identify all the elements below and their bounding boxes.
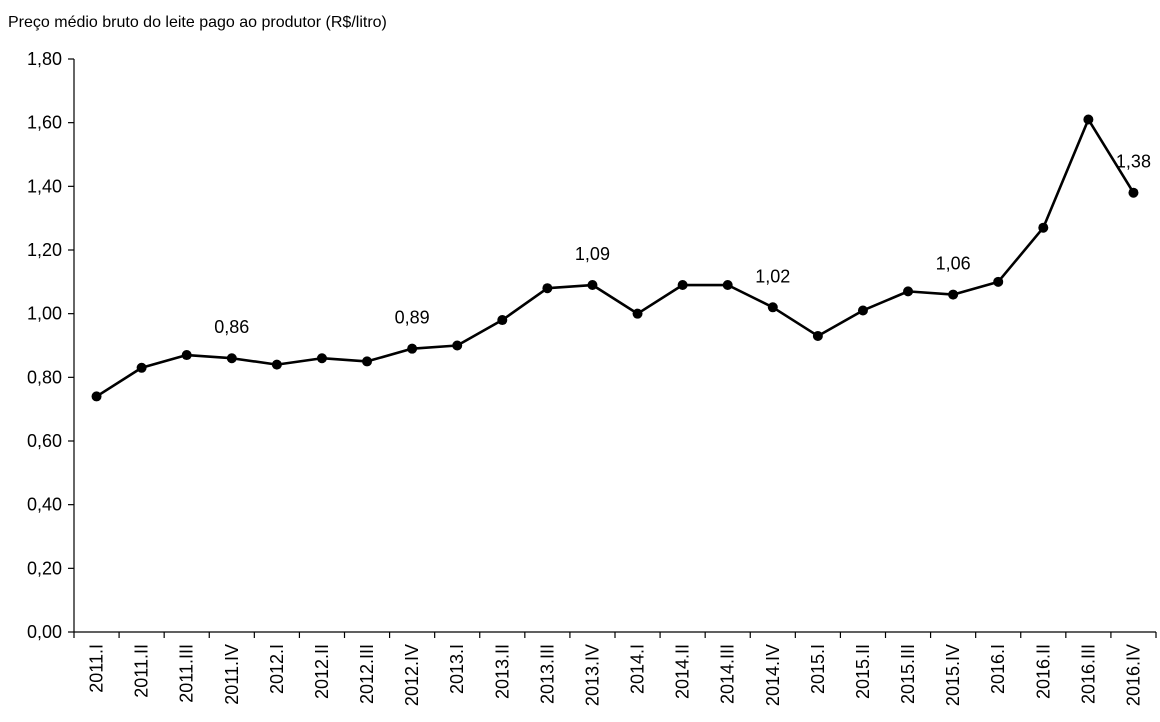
data-point: [1083, 114, 1094, 125]
data-point: [993, 276, 1004, 287]
x-tick-label: 2011.I: [87, 644, 107, 693]
data-label: 0,86: [214, 317, 249, 337]
x-tick-label: 2015.II: [853, 644, 873, 699]
x-tick-label: 2013.III: [537, 644, 557, 704]
data-point: [91, 391, 102, 402]
data-point: [632, 308, 643, 319]
x-tick-label: 2015.III: [898, 644, 918, 704]
x-tick-label: 2016.II: [1033, 644, 1053, 699]
data-point: [812, 330, 823, 341]
data-point: [181, 350, 192, 361]
data-point: [316, 353, 327, 364]
data-point: [948, 289, 959, 300]
data-point: [722, 280, 733, 291]
data-point: [903, 286, 914, 297]
x-tick-label: 2015.IV: [943, 644, 963, 706]
x-tick-label: 2012.II: [312, 644, 332, 699]
data-point: [136, 362, 147, 373]
y-tick-label: 0,80: [27, 367, 62, 387]
y-tick-label: 0,00: [27, 622, 62, 642]
x-tick-label: 2012.IV: [402, 644, 422, 706]
data-point: [542, 283, 553, 294]
x-tick-label: 2013.IV: [582, 644, 602, 706]
x-tick-label: 2011.III: [177, 644, 197, 703]
data-point: [1128, 187, 1139, 198]
x-tick-label: 2016.I: [988, 644, 1008, 694]
y-tick-label: 1,20: [27, 240, 62, 260]
data-label: 1,02: [755, 266, 790, 286]
y-tick-label: 1,60: [27, 113, 62, 133]
y-tick-label: 1,80: [27, 49, 62, 69]
data-label: 1,09: [575, 244, 610, 264]
data-point: [1038, 222, 1049, 233]
x-tick-label: 2013.I: [447, 644, 467, 694]
x-tick-label: 2016.III: [1078, 644, 1098, 704]
x-tick-label: 2015.I: [808, 644, 828, 694]
y-tick-label: 1,00: [27, 304, 62, 324]
y-tick-label: 0,60: [27, 431, 62, 451]
data-label: 1,38: [1116, 152, 1151, 172]
y-tick-label: 1,40: [27, 176, 62, 196]
data-point: [407, 343, 418, 354]
x-tick-label: 2013.II: [492, 644, 512, 699]
data-point: [497, 315, 508, 326]
data-point: [767, 302, 778, 313]
data-point: [452, 340, 463, 351]
x-tick-label: 2012.I: [267, 644, 287, 694]
data-point: [362, 356, 373, 367]
x-tick-label: 2012.III: [357, 644, 377, 704]
data-label: 1,06: [936, 254, 971, 274]
data-label: 0,89: [395, 308, 430, 328]
data-point: [587, 280, 598, 291]
x-tick-label: 2011.II: [132, 644, 152, 698]
data-point: [677, 280, 688, 291]
x-tick-label: 2014.I: [628, 644, 648, 694]
data-point: [271, 359, 282, 370]
y-tick-label: 0,20: [27, 558, 62, 578]
y-tick-label: 0,40: [27, 495, 62, 515]
data-point: [226, 353, 237, 364]
x-tick-label: 2011.IV: [222, 644, 242, 705]
series-line: [95, 118, 1135, 398]
data-point: [857, 305, 868, 316]
x-tick-label: 2014.II: [673, 644, 693, 699]
x-tick-label: 2016.IV: [1123, 644, 1143, 706]
chart-title: Preço médio bruto do leite pago ao produ…: [8, 14, 387, 31]
x-tick-label: 2014.III: [718, 644, 738, 704]
x-tick-label: 2014.IV: [763, 644, 783, 706]
